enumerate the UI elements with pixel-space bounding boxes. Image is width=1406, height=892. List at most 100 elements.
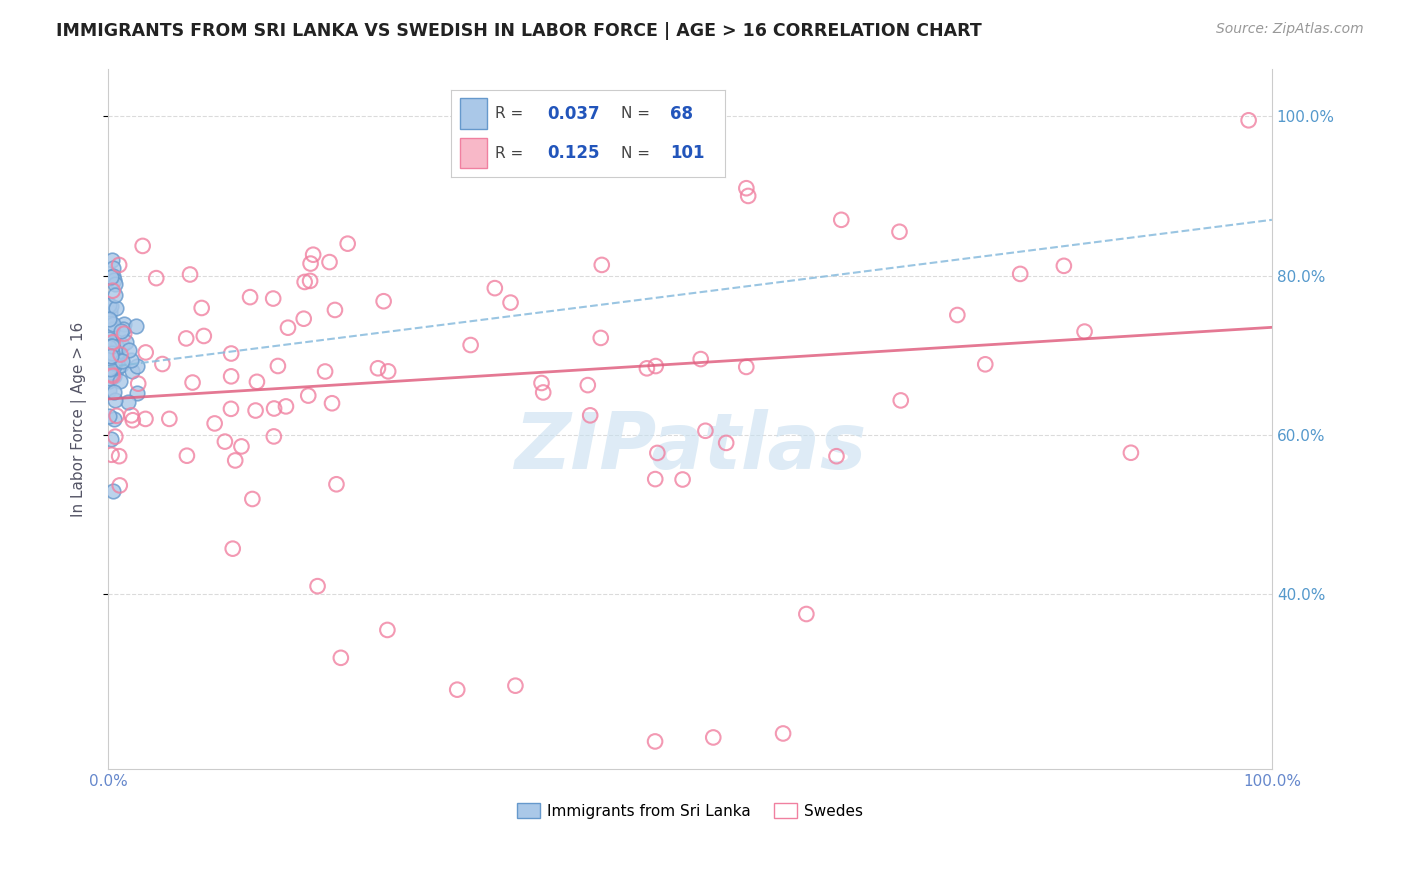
Point [695, 424, 717, 438]
Point [589, 331, 612, 345]
Point [1073, 325, 1095, 339]
Point [115, 335, 138, 350]
Point [121, 364, 143, 378]
Point [531, 385, 554, 400]
Point [105, 409, 128, 423]
Legend: Immigrants from Sri Lanka, Swedes: Immigrants from Sri Lanka, Swedes [510, 797, 869, 825]
Point [204, 417, 226, 431]
Point [98, 361, 121, 376]
Point [98, 365, 121, 379]
Point [377, 364, 399, 378]
Point [307, 579, 329, 593]
Point [591, 258, 613, 272]
Point [101, 336, 124, 351]
Point [267, 359, 290, 373]
Text: Source: ZipAtlas.com: Source: ZipAtlas.com [1216, 22, 1364, 37]
Point [111, 322, 134, 336]
Point [299, 256, 322, 270]
Point [101, 368, 124, 382]
Point [890, 393, 912, 408]
Point [100, 299, 122, 313]
Point [98, 360, 121, 375]
Point [294, 275, 316, 289]
Point [108, 258, 131, 272]
Point [103, 359, 125, 373]
Point [219, 369, 242, 384]
Point [239, 290, 262, 304]
Point [107, 354, 129, 368]
Point [101, 322, 124, 336]
Point [101, 369, 124, 384]
Point [100, 432, 122, 446]
Point [689, 352, 711, 367]
Point [292, 311, 315, 326]
Point [98, 374, 121, 388]
Point [772, 726, 794, 740]
Point [647, 446, 669, 460]
Text: ZIPatlas: ZIPatlas [513, 409, 866, 485]
Point [98, 409, 121, 424]
Point [302, 248, 325, 262]
Point [118, 343, 141, 357]
Point [830, 212, 852, 227]
Point [636, 361, 658, 376]
Point [193, 329, 215, 343]
Point [367, 361, 389, 376]
Text: IMMIGRANTS FROM SRI LANKA VS SWEDISH IN LABOR FORCE | AGE > 16 CORRELATION CHART: IMMIGRANTS FROM SRI LANKA VS SWEDISH IN … [56, 22, 981, 40]
Point [103, 368, 125, 383]
Point [110, 374, 132, 388]
Point [222, 541, 245, 556]
Point [263, 429, 285, 443]
Point [100, 339, 122, 353]
Point [104, 363, 127, 377]
Point [889, 225, 911, 239]
Point [179, 268, 201, 282]
Point [231, 439, 253, 453]
Point [100, 336, 122, 351]
Point [499, 295, 522, 310]
Point [101, 345, 124, 359]
Point [108, 478, 131, 492]
Point [108, 449, 131, 463]
Point [112, 326, 135, 341]
Point [245, 403, 267, 417]
Point [134, 412, 156, 426]
Point [299, 274, 322, 288]
Point [98, 332, 121, 346]
Point [671, 473, 693, 487]
Point [1237, 113, 1260, 128]
Point [103, 393, 125, 408]
Point [103, 385, 125, 400]
Point [104, 301, 127, 315]
Point [101, 260, 124, 275]
Point [219, 346, 242, 360]
Point [98, 337, 121, 351]
Point [321, 396, 343, 410]
Point [181, 376, 204, 390]
Point [124, 319, 146, 334]
Point [644, 359, 666, 373]
Point [274, 400, 297, 414]
Point [98, 384, 121, 398]
Point [825, 449, 848, 463]
Point [100, 348, 122, 362]
Point [100, 269, 122, 284]
Point [107, 345, 129, 359]
Point [98, 311, 121, 326]
Point [100, 338, 122, 352]
Point [110, 324, 132, 338]
Point [104, 288, 127, 302]
Point [98, 336, 121, 351]
Point [121, 409, 143, 423]
Point [135, 345, 157, 359]
Point [110, 337, 132, 351]
Point [246, 375, 269, 389]
Point [796, 607, 818, 621]
Point [104, 355, 127, 369]
Point [98, 298, 121, 312]
Point [152, 357, 174, 371]
Point [277, 320, 299, 334]
Point [1119, 446, 1142, 460]
Point [101, 268, 124, 283]
Point [446, 682, 468, 697]
